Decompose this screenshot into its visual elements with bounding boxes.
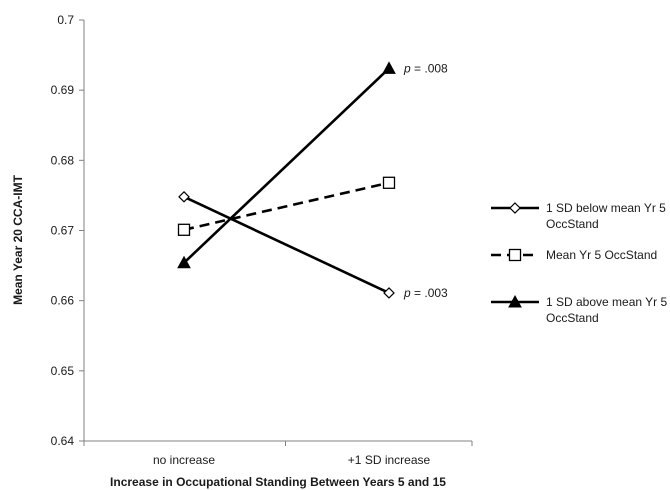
legend-label: 1 SD above mean Yr 5 OccStand — [546, 295, 668, 325]
legend: 1 SD below mean Yr 5 OccStand Mean Yr 5 Oc… — [491, 201, 668, 325]
legend-marker — [509, 202, 521, 214]
y-tick-label: 0.67 — [51, 224, 75, 238]
legend-item: 1 SD below mean Yr 5 OccStand — [491, 201, 666, 231]
p-value-annotation: p = .008 — [403, 61, 448, 75]
axes — [83, 20, 472, 442]
data-point — [177, 223, 191, 236]
series-line — [183, 67, 390, 264]
y-tick-label: 0.7 — [57, 13, 74, 27]
x-axis-ticks: no increase +1 SD increase — [83, 441, 473, 467]
legend-item: Mean Yr 5 OccStand — [491, 248, 657, 262]
legend-marker — [508, 248, 522, 262]
y-axis-title: Mean Year 20 CCA-IMT — [11, 174, 25, 304]
data-point — [382, 176, 396, 189]
y-axis-ticks: 0.64 0.65 0.66 0.67 0.68 0.69 0.7 — [51, 13, 84, 448]
series-group — [177, 61, 396, 299]
data-point — [178, 190, 190, 203]
annotations: p = .008 p = .003 — [403, 61, 448, 300]
series-1 — [178, 190, 395, 299]
series-3 — [177, 61, 396, 269]
legend-label: Mean Yr 5 OccStand — [546, 248, 657, 262]
x-axis-title: Increase in Occupational Standing Betwee… — [110, 475, 446, 489]
legend-item: 1 SD above mean Yr 5 OccStand — [491, 294, 668, 325]
y-tick-label: 0.69 — [51, 83, 75, 97]
x-tick-label: +1 SD increase — [348, 453, 431, 467]
series-2 — [177, 176, 396, 236]
data-point — [382, 61, 396, 74]
y-tick-label: 0.68 — [51, 153, 75, 167]
data-point — [383, 287, 395, 299]
data-point — [177, 255, 191, 269]
series-line — [183, 195, 390, 295]
p-value-annotation: p = .003 — [403, 286, 448, 300]
series-line — [183, 181, 390, 232]
y-tick-label: 0.66 — [51, 294, 75, 308]
legend-marker — [508, 294, 522, 308]
y-tick-label: 0.65 — [51, 364, 75, 378]
x-tick-label: no increase — [153, 453, 215, 467]
y-tick-label: 0.64 — [51, 434, 75, 448]
legend-label: 1 SD below mean Yr 5 OccStand — [546, 201, 666, 231]
